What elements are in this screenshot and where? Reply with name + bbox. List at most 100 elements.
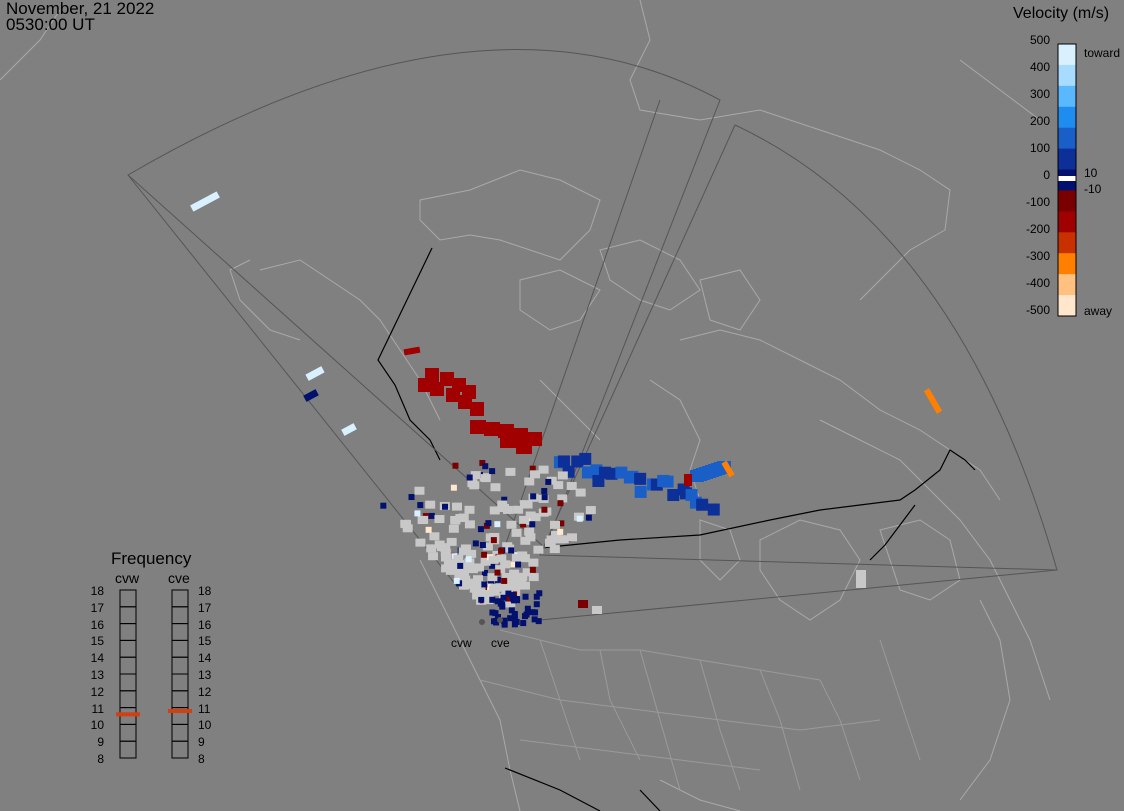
color-bar-segment <box>1058 85 1076 108</box>
echo-cell <box>520 620 527 627</box>
echo-cell <box>415 538 426 547</box>
echo-cell <box>485 533 496 542</box>
frequency-cell <box>119 589 137 608</box>
color-bar-segment <box>1058 64 1076 87</box>
echo-cell <box>517 551 528 560</box>
echo-cell <box>472 540 479 547</box>
echo-cell <box>508 547 515 554</box>
velocity-echoes <box>190 191 943 628</box>
echo-cell <box>470 471 481 480</box>
echo-cell <box>511 610 518 617</box>
echo-cell <box>474 563 485 572</box>
echo-cell <box>507 615 514 622</box>
velocity-tick: 300 <box>1029 87 1050 101</box>
state-borders <box>479 629 921 791</box>
echo-cell <box>505 590 512 597</box>
echo-cell <box>684 474 692 486</box>
color-bar-segment <box>1058 211 1076 233</box>
date-label: November, 21 2022 <box>6 0 155 18</box>
echo-cell <box>546 476 557 485</box>
frequency-cell <box>171 690 189 709</box>
echo-cell <box>549 520 560 529</box>
color-bar-segment <box>1058 295 1076 317</box>
echo-cell <box>557 500 564 507</box>
echo-cell <box>541 488 548 495</box>
echo-cell <box>489 506 500 515</box>
frequency-tick: 12 <box>90 684 104 699</box>
radar-label-cvw: cvw <box>451 636 472 650</box>
echo-cell <box>521 613 528 620</box>
radar-label-cve: cve <box>491 636 510 650</box>
frequency-cell <box>171 656 189 675</box>
echo-cell <box>482 463 489 470</box>
echo-cell <box>494 576 501 583</box>
echo-cell <box>585 514 592 521</box>
echo-cell <box>458 569 469 578</box>
echo-cell <box>465 556 472 563</box>
frequency-cell <box>171 606 189 625</box>
echo-cell <box>450 515 461 524</box>
frequency-cell <box>119 606 137 625</box>
echo-cell <box>414 510 421 517</box>
echo-cell <box>460 564 471 573</box>
echo-cell <box>477 526 484 533</box>
echo-cell <box>522 593 529 600</box>
frequency-bars <box>116 589 192 759</box>
frequency-title: Frequency <box>111 549 192 568</box>
echo-cell <box>303 389 319 402</box>
echo-cell <box>511 528 522 537</box>
echo-cell <box>557 455 570 468</box>
echo-cell <box>546 535 557 544</box>
frequency-tick: 18 <box>198 584 212 598</box>
frequency-cell <box>119 656 137 675</box>
frequency-tick: 14 <box>90 651 104 666</box>
echo-cell <box>450 484 457 491</box>
frequency-tick: 11 <box>91 701 104 716</box>
velocity-label-10: 10 <box>1084 166 1098 180</box>
velocity-tick: -500 <box>1025 303 1050 317</box>
echo-cell <box>458 581 469 590</box>
echo-cell <box>528 573 539 582</box>
frequency-tick: 9 <box>198 735 205 750</box>
echo-cell <box>545 478 552 485</box>
echo-cell <box>576 515 583 522</box>
echo-cell <box>452 462 459 469</box>
echo-cell <box>482 542 493 551</box>
echo-cell <box>520 521 527 528</box>
echo-cell <box>453 554 464 563</box>
echo-cell <box>575 488 586 497</box>
echo-cell <box>496 554 507 563</box>
echo-cell <box>494 598 501 605</box>
echo-cell <box>483 584 490 591</box>
echo-cell <box>426 544 437 553</box>
echo-cell <box>508 607 515 614</box>
echo-cell <box>549 545 560 554</box>
echo-cell <box>553 481 564 490</box>
frequency-cell <box>119 673 137 692</box>
echo-cell <box>417 502 424 509</box>
echo-cell <box>510 597 517 604</box>
echo-cell <box>400 519 411 528</box>
echo-cell <box>721 460 735 478</box>
echo-cell <box>458 547 469 556</box>
echo-cell <box>555 535 566 544</box>
echo-cell <box>485 520 492 527</box>
echo-cell <box>480 474 491 483</box>
echo-cell <box>455 514 466 523</box>
velocity-tick: 200 <box>1029 114 1050 128</box>
echo-cell <box>479 542 486 549</box>
echo-cell <box>505 595 512 602</box>
echo-cell <box>634 472 647 485</box>
echo-cell <box>442 503 449 510</box>
echo-cell <box>441 564 452 573</box>
echo-cell <box>305 366 325 381</box>
color-bar-zero-band <box>1058 176 1076 181</box>
echo-cell <box>428 552 439 561</box>
color-bar-frame <box>1057 43 1077 317</box>
echo-cell <box>707 503 720 516</box>
echo-cell <box>923 388 943 414</box>
echo-cell <box>430 382 444 396</box>
color-bar-segment <box>1058 106 1076 129</box>
echo-cell <box>464 558 475 567</box>
echo-cell <box>418 515 429 524</box>
